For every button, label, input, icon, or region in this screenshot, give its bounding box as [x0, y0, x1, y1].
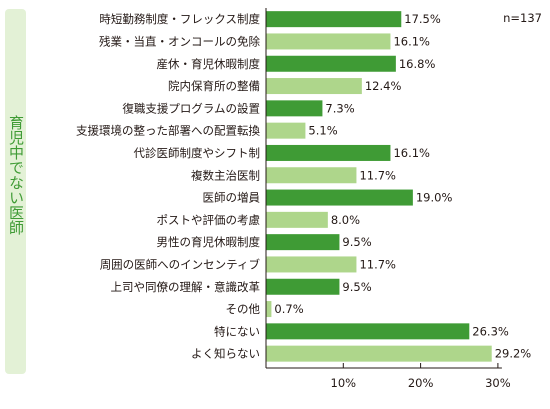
value-label-2: 16.8%	[399, 57, 436, 71]
bars-group	[266, 11, 492, 362]
bar-13	[266, 301, 272, 318]
value-label-6: 16.1%	[393, 146, 430, 160]
category-label-10: 男性の育児休暇制度	[157, 235, 261, 249]
value-labels-group: 17.5% 16.1% 16.8% 12.4% 7.3% 5.1% 16.1% 11.7% 19…	[274, 12, 532, 361]
category-label-9: ポストや評価の考慮	[157, 213, 261, 227]
bar-4	[266, 100, 323, 117]
axis-group: 10% 20% 30%	[265, 8, 511, 390]
bar-11	[266, 256, 357, 273]
value-label-11: 11.7%	[359, 257, 396, 271]
category-label-15: よく知らない	[191, 347, 260, 361]
value-label-9: 8.0%	[331, 213, 360, 227]
value-label-12: 9.5%	[342, 280, 371, 294]
bar-15	[266, 345, 492, 362]
category-label-6: 代診医師制度やシフト制	[134, 146, 261, 160]
bar-9	[266, 211, 328, 228]
value-label-15: 29.2%	[495, 347, 532, 361]
bar-10	[266, 234, 340, 251]
value-label-3: 12.4%	[365, 79, 402, 93]
x-tick-label-1: 20%	[408, 376, 434, 390]
bar-3	[266, 78, 362, 95]
category-label-8: 医師の増員	[203, 191, 261, 205]
value-label-5: 5.1%	[308, 124, 337, 138]
category-label-5: 支援環境の整った部署への配置転換	[76, 124, 260, 138]
side-label: 育児中でない医師	[7, 115, 25, 235]
sample-size-note: n=137	[503, 11, 542, 25]
value-label-0: 17.5%	[404, 12, 441, 26]
bar-8	[266, 189, 413, 206]
category-label-0: 時短勤務制度・フレックス制度	[99, 12, 260, 26]
side-panel	[5, 9, 26, 374]
value-label-7: 11.7%	[359, 168, 396, 182]
bar-5	[266, 122, 306, 139]
value-label-10: 9.5%	[342, 235, 371, 249]
value-label-4: 7.3%	[325, 101, 354, 115]
bar-6	[266, 144, 391, 161]
category-labels-group: 時短勤務制度・フレックス制度残業・当直・オンコールの免除産休・育児休暇制度院内保…	[76, 12, 261, 361]
category-label-12: 上司や同僚の理解・意識改革	[111, 280, 261, 294]
category-label-13: その他	[226, 302, 261, 316]
x-tick-label-0: 10%	[331, 376, 357, 390]
x-tick-label-2: 30%	[485, 376, 511, 390]
bar-7	[266, 167, 357, 184]
bar-12	[266, 278, 340, 295]
bar-14	[266, 323, 470, 340]
category-label-3: 院内保育所の整備	[168, 79, 260, 93]
category-label-4: 復職支援プログラムの設置	[122, 101, 260, 115]
category-label-7: 複数主治医制	[191, 168, 260, 182]
value-label-1: 16.1%	[393, 34, 430, 48]
category-label-1: 残業・当直・オンコールの免除	[99, 34, 260, 48]
category-label-11: 周囲の医師へのインセンティブ	[100, 257, 261, 271]
bar-2	[266, 55, 396, 72]
category-label-2: 産休・育児休暇制度	[157, 57, 261, 71]
value-label-13: 0.7%	[274, 302, 303, 316]
bar-1	[266, 33, 391, 50]
bar-0	[266, 11, 402, 28]
value-label-8: 19.0%	[416, 191, 453, 205]
category-label-14: 特にない	[214, 324, 260, 338]
value-label-14: 26.3%	[472, 324, 509, 338]
